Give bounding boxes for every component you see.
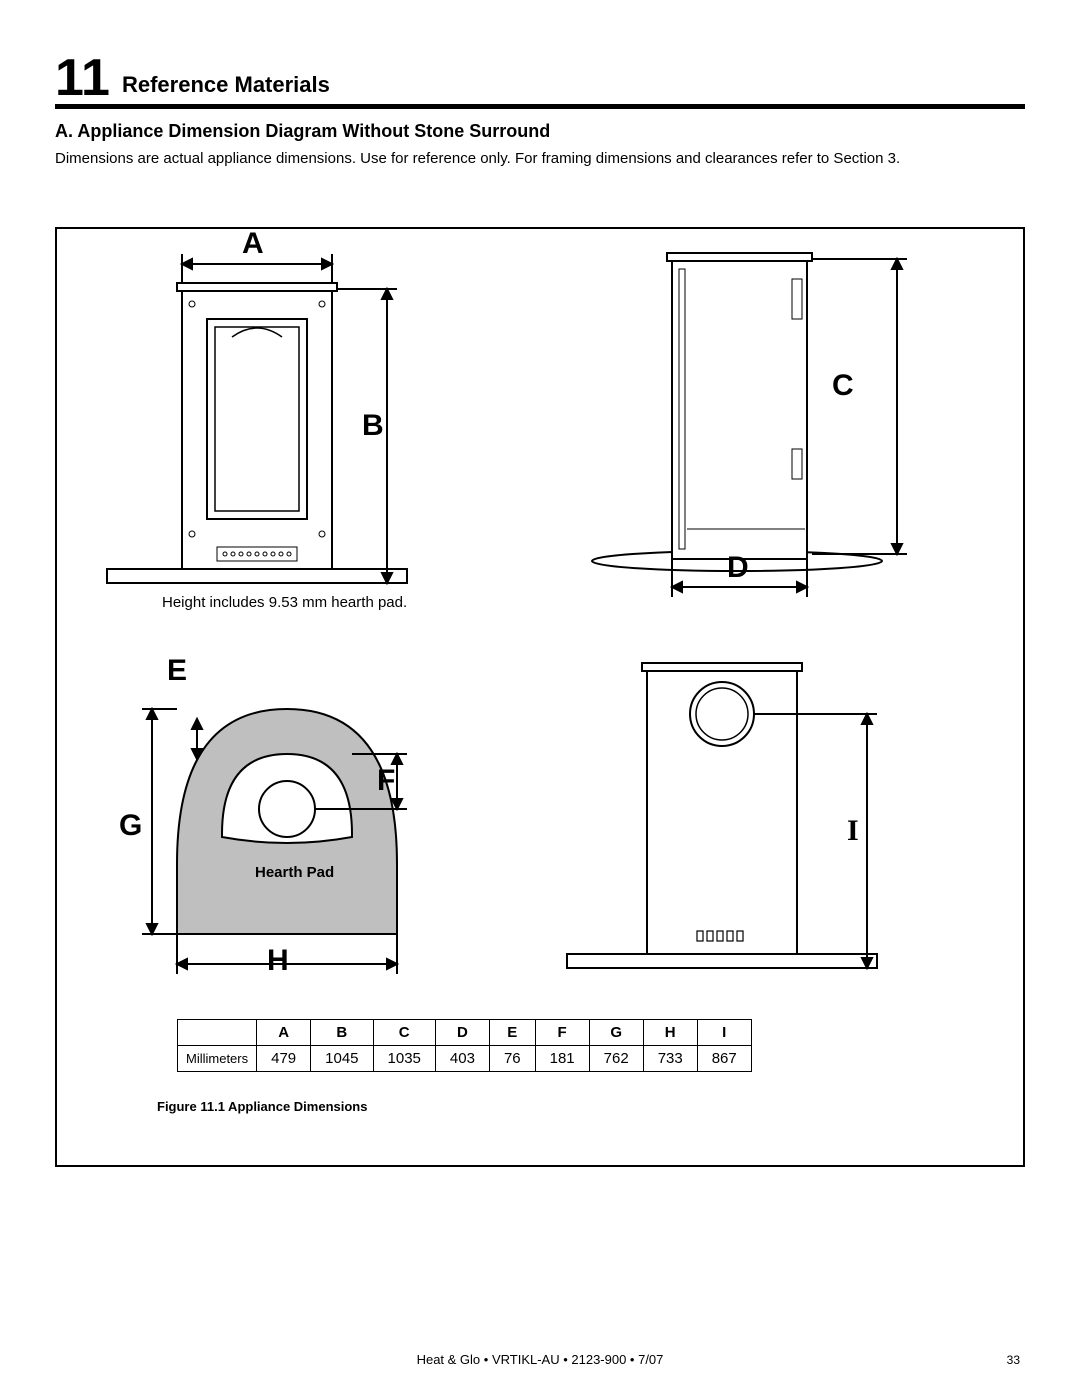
col-d: D xyxy=(435,1019,489,1045)
front-note: Height includes 9.53 mm hearth pad. xyxy=(162,594,407,611)
col-c: C xyxy=(373,1019,435,1045)
dim-label-h: H xyxy=(267,944,289,978)
table-row: Millimeters 479 1045 1035 403 76 181 762… xyxy=(178,1045,752,1071)
dim-label-e: E xyxy=(167,654,187,688)
dim-label-a: A xyxy=(242,227,264,261)
val-f: 181 xyxy=(535,1045,589,1071)
dim-label-g: G xyxy=(119,809,142,843)
section-number: 11 xyxy=(55,55,110,102)
rear-view xyxy=(547,649,917,989)
body-text: Dimensions are actual appliance dimensio… xyxy=(55,150,1025,167)
col-f: F xyxy=(535,1019,589,1045)
col-a: A xyxy=(257,1019,311,1045)
dimensions-table: A B C D E F G H I Millimeters 479 1045 1… xyxy=(177,1019,752,1072)
dim-label-d: D xyxy=(727,551,749,585)
dim-label-f: F xyxy=(377,764,395,798)
section-title: Reference Materials xyxy=(122,72,330,102)
table-row: A B C D E F G H I xyxy=(178,1019,752,1045)
col-i: I xyxy=(697,1019,751,1045)
val-d: 403 xyxy=(435,1045,489,1071)
plan-view xyxy=(127,659,447,989)
figure-caption: Figure 11.1 Appliance Dimensions xyxy=(157,1099,367,1114)
page-number: 33 xyxy=(1007,1353,1020,1367)
row-label: Millimeters xyxy=(178,1045,257,1071)
dim-label-b: B xyxy=(362,409,384,443)
side-view xyxy=(587,239,937,609)
val-i: 867 xyxy=(697,1045,751,1071)
val-b: 1045 xyxy=(311,1045,373,1071)
sub-heading: A. Appliance Dimension Diagram Without S… xyxy=(55,121,1025,142)
hearth-pad-label: Hearth Pad xyxy=(255,864,334,881)
val-a: 479 xyxy=(257,1045,311,1071)
col-g: G xyxy=(589,1019,643,1045)
val-e: 76 xyxy=(489,1045,535,1071)
col-b: B xyxy=(311,1019,373,1045)
dim-label-i: I xyxy=(847,814,859,848)
figure-box: A B Height includes 9.53 mm hearth pad. xyxy=(55,227,1025,1167)
val-g: 762 xyxy=(589,1045,643,1071)
val-h: 733 xyxy=(643,1045,697,1071)
col-h: H xyxy=(643,1019,697,1045)
val-c: 1035 xyxy=(373,1045,435,1071)
col-e: E xyxy=(489,1019,535,1045)
section-header: 11 Reference Materials xyxy=(55,55,1025,109)
dim-label-c: C xyxy=(832,369,854,403)
footer-text: Heat & Glo • VRTIKL-AU • 2123-900 • 7/07 xyxy=(0,1352,1080,1367)
